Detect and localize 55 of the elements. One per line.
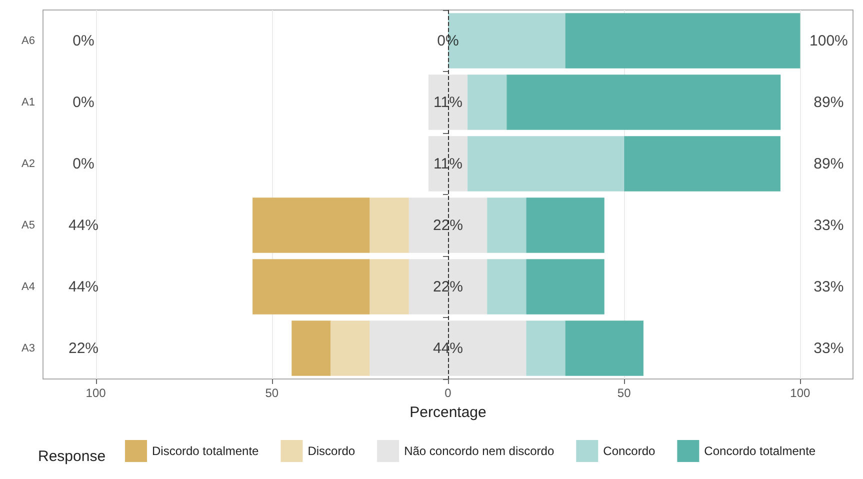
- legend-label: Não concordo nem discordo: [404, 444, 554, 458]
- y-tick-label: A5: [22, 219, 35, 232]
- annotation: 44%: [68, 278, 99, 296]
- bar: [526, 259, 604, 314]
- annotation: 89%: [814, 155, 844, 172]
- bar: [292, 320, 331, 376]
- bar: [330, 320, 370, 376]
- annotation: 0%: [72, 94, 94, 111]
- x-tick-label: 100: [86, 386, 106, 400]
- annotation: 22%: [68, 340, 99, 357]
- bar: [252, 259, 370, 314]
- bar: [468, 74, 507, 130]
- y-tick-label: A2: [22, 158, 35, 170]
- annotation: 44%: [432, 340, 464, 357]
- annotation: 11%: [434, 155, 462, 172]
- bar: [487, 259, 526, 314]
- annotation: 33%: [814, 278, 844, 296]
- y-tick-label: A6: [22, 34, 35, 47]
- annotation: 22%: [432, 278, 464, 296]
- bar: [487, 198, 526, 253]
- annotation: 0%: [437, 32, 459, 50]
- legend-label: Discordo totalmente: [152, 444, 260, 458]
- x-tick-label: 100: [790, 386, 811, 400]
- annotation: 0%: [72, 32, 94, 50]
- bar: [252, 198, 370, 253]
- bar: [565, 320, 644, 376]
- y-tick-label: A4: [22, 280, 35, 293]
- annotation: 22%: [432, 216, 464, 234]
- annotation: 100%: [810, 32, 848, 50]
- annotation: 0%: [72, 155, 94, 172]
- y-tick-label: A3: [22, 342, 35, 354]
- legend-label: Concordo: [603, 444, 656, 458]
- legend-title: Response: [38, 448, 106, 465]
- bar: [370, 259, 409, 314]
- bar: [468, 136, 624, 192]
- annotation: 33%: [814, 340, 844, 357]
- bar: [526, 198, 604, 253]
- bar: [370, 198, 409, 253]
- annotation: 11%: [434, 94, 462, 111]
- x-axis-title: Percentage: [410, 404, 486, 421]
- annotation: 44%: [68, 216, 99, 234]
- annotation: 89%: [814, 94, 844, 111]
- y-tick-label: A1: [22, 96, 35, 108]
- legend-label: Discordo: [308, 444, 356, 458]
- bar: [624, 136, 780, 192]
- bar: [506, 74, 781, 130]
- legend-label: Concordo totalmente: [704, 444, 816, 458]
- bar: [565, 13, 800, 68]
- bar: [526, 320, 566, 376]
- annotation: 33%: [814, 216, 844, 234]
- bar: [408, 198, 488, 253]
- x-tick-label: 0: [444, 386, 452, 400]
- bar: [428, 136, 468, 192]
- x-tick-label: 50: [617, 386, 632, 400]
- x-tick-label: 50: [265, 386, 279, 400]
